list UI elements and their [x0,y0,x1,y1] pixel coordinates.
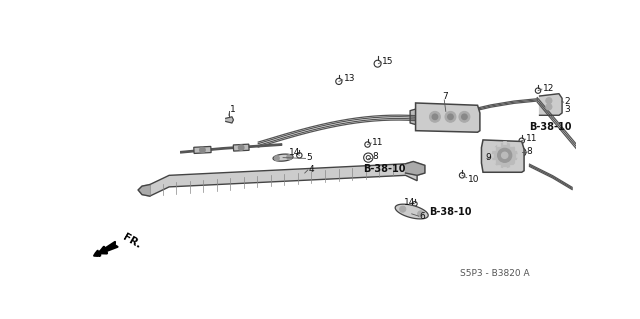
Polygon shape [273,154,293,161]
Circle shape [498,148,511,162]
Circle shape [429,111,440,122]
Text: 1: 1 [230,105,236,115]
Text: 8: 8 [527,147,532,156]
Circle shape [546,104,552,110]
Polygon shape [138,185,150,196]
Circle shape [275,156,279,160]
Bar [492,160,495,163]
Polygon shape [194,146,211,153]
Polygon shape [150,164,417,196]
Circle shape [445,111,456,122]
Text: 9: 9 [485,153,491,162]
Circle shape [287,155,292,160]
Circle shape [399,206,406,212]
Text: S5P3 - B3820 A: S5P3 - B3820 A [460,269,529,278]
Circle shape [492,143,517,168]
Bar [515,160,518,163]
Bar [516,154,520,157]
Text: B-38-10: B-38-10 [529,122,572,132]
Circle shape [432,114,438,120]
Text: 14: 14 [289,148,300,157]
Text: 8: 8 [372,152,378,161]
Polygon shape [415,103,480,132]
Polygon shape [226,117,234,123]
Text: 7: 7 [443,92,449,100]
Text: B-38-10: B-38-10 [429,206,471,217]
Text: 4: 4 [308,165,314,174]
Text: B-38-10: B-38-10 [363,164,405,174]
Bar [492,147,495,150]
Circle shape [448,114,453,120]
Polygon shape [540,94,562,115]
Text: 11: 11 [527,134,538,143]
Bar [515,147,518,150]
Bar [503,141,506,144]
Circle shape [200,147,205,152]
Polygon shape [395,204,428,219]
Circle shape [239,145,244,150]
Text: 5: 5 [307,153,312,162]
Bar [509,165,513,168]
Bar [490,154,493,157]
Bar [503,167,506,170]
Circle shape [461,114,467,120]
Text: 15: 15 [382,57,394,66]
Text: FR.: FR. [121,232,143,251]
Circle shape [502,152,508,159]
Circle shape [417,211,424,217]
Polygon shape [406,161,425,175]
Text: 13: 13 [344,74,355,83]
Text: 12: 12 [543,84,554,93]
Circle shape [459,111,470,122]
Text: 11: 11 [372,138,383,147]
Text: 6: 6 [419,212,425,221]
Text: 10: 10 [467,175,479,184]
Circle shape [546,98,552,104]
Polygon shape [410,109,415,124]
Bar [509,143,513,145]
Bar [497,143,500,145]
Text: 14: 14 [404,198,415,207]
Text: 3: 3 [564,105,570,114]
Text: 2: 2 [564,97,570,106]
Polygon shape [481,140,524,172]
Bar [497,165,500,168]
Polygon shape [234,144,249,151]
